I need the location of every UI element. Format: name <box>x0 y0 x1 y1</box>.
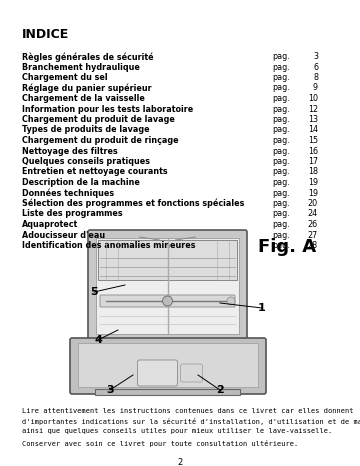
Text: 17: 17 <box>308 157 318 166</box>
Text: Fig. A: Fig. A <box>258 238 316 256</box>
Text: ainsi que quelques conseils utiles pour mieux utiliser le lave-vaisselle.: ainsi que quelques conseils utiles pour … <box>22 428 332 434</box>
Text: pag.: pag. <box>272 52 290 61</box>
Text: pag.: pag. <box>272 241 290 250</box>
Text: 15: 15 <box>308 136 318 145</box>
Text: pag.: pag. <box>272 178 290 187</box>
Text: 27: 27 <box>308 231 318 240</box>
Text: pag.: pag. <box>272 94 290 103</box>
Text: 1: 1 <box>258 303 266 313</box>
Text: Aquaprotect: Aquaprotect <box>22 220 78 229</box>
Text: Nettoyage des filtres: Nettoyage des filtres <box>22 146 118 156</box>
FancyBboxPatch shape <box>138 360 177 386</box>
Text: Chargement du produit de rinçage: Chargement du produit de rinçage <box>22 136 179 145</box>
Text: pag.: pag. <box>272 167 290 177</box>
Text: 28: 28 <box>308 241 318 250</box>
FancyBboxPatch shape <box>95 389 240 395</box>
Text: 10: 10 <box>308 94 318 103</box>
Text: Réglage du panier supérieur: Réglage du panier supérieur <box>22 83 152 93</box>
Text: pag.: pag. <box>272 104 290 114</box>
FancyBboxPatch shape <box>88 230 247 342</box>
Text: 2: 2 <box>216 385 224 395</box>
Text: 5: 5 <box>90 287 98 297</box>
Text: 9: 9 <box>313 83 318 92</box>
Circle shape <box>162 296 172 306</box>
Text: pag.: pag. <box>272 83 290 92</box>
Text: 19: 19 <box>308 178 318 187</box>
Text: 24: 24 <box>308 210 318 219</box>
Text: Conserver avec soin ce livret pour toute consultation ultérieure.: Conserver avec soin ce livret pour toute… <box>22 440 298 447</box>
Text: 8: 8 <box>313 73 318 82</box>
FancyBboxPatch shape <box>70 338 266 394</box>
FancyBboxPatch shape <box>96 238 239 334</box>
Text: Identification des anomalies mineures: Identification des anomalies mineures <box>22 241 195 250</box>
Text: 3: 3 <box>106 385 114 395</box>
Text: pag.: pag. <box>272 210 290 219</box>
Text: Quelques conseils pratiques: Quelques conseils pratiques <box>22 157 150 166</box>
Text: INDICE: INDICE <box>22 28 69 41</box>
Circle shape <box>227 297 235 305</box>
Text: d'importantes indications sur la sécurité d'installation, d'utilisation et de ma: d'importantes indications sur la sécurit… <box>22 418 360 425</box>
Text: Branchement hydraulique: Branchement hydraulique <box>22 62 140 71</box>
Text: pag.: pag. <box>272 62 290 71</box>
Text: 12: 12 <box>308 104 318 114</box>
Text: 2: 2 <box>177 458 183 466</box>
Text: 14: 14 <box>308 125 318 135</box>
Text: pag.: pag. <box>272 115 290 124</box>
Text: Entretien et nettoyage courants: Entretien et nettoyage courants <box>22 167 168 177</box>
Text: pag.: pag. <box>272 199 290 208</box>
Text: 16: 16 <box>308 146 318 156</box>
Text: 20: 20 <box>308 199 318 208</box>
Text: pag.: pag. <box>272 231 290 240</box>
Text: pag.: pag. <box>272 189 290 198</box>
FancyBboxPatch shape <box>180 364 202 382</box>
Text: Chargement du sel: Chargement du sel <box>22 73 108 82</box>
Text: Liste des programmes: Liste des programmes <box>22 210 123 219</box>
Text: Lire attentivement les instructions contenues dans ce livret car elles donnent: Lire attentivement les instructions cont… <box>22 408 354 414</box>
Text: Information pour les tests laboratoire: Information pour les tests laboratoire <box>22 104 193 114</box>
Text: Sélection des programmes et fonctions spéciales: Sélection des programmes et fonctions sp… <box>22 199 244 208</box>
Text: pag.: pag. <box>272 220 290 229</box>
Text: 18: 18 <box>308 167 318 177</box>
Text: 13: 13 <box>308 115 318 124</box>
Text: Adoucisseur d'eau: Adoucisseur d'eau <box>22 231 105 240</box>
Text: 6: 6 <box>313 62 318 71</box>
Text: Chargement du produit de lavage: Chargement du produit de lavage <box>22 115 175 124</box>
Text: 26: 26 <box>308 220 318 229</box>
Text: 3: 3 <box>313 52 318 61</box>
Text: pag.: pag. <box>272 73 290 82</box>
FancyBboxPatch shape <box>78 343 258 387</box>
FancyBboxPatch shape <box>98 240 237 280</box>
Text: pag.: pag. <box>272 146 290 156</box>
Text: pag.: pag. <box>272 125 290 135</box>
Text: Données techniques: Données techniques <box>22 189 114 198</box>
Text: Chargement de la vaisselle: Chargement de la vaisselle <box>22 94 145 103</box>
Text: pag.: pag. <box>272 136 290 145</box>
Text: 19: 19 <box>308 189 318 198</box>
Text: Types de produits de lavage: Types de produits de lavage <box>22 125 150 135</box>
Text: 4: 4 <box>94 335 102 345</box>
FancyBboxPatch shape <box>100 295 235 307</box>
Text: pag.: pag. <box>272 157 290 166</box>
Text: Règles générales de sécurité: Règles générales de sécurité <box>22 52 154 62</box>
Text: Description de la machine: Description de la machine <box>22 178 140 187</box>
